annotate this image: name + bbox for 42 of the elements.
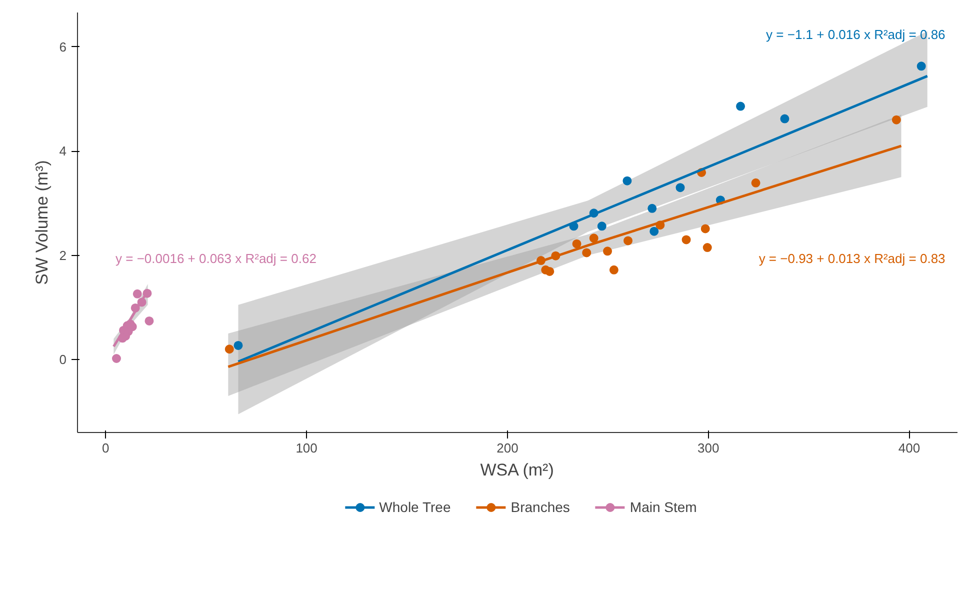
point <box>144 316 154 326</box>
point <box>224 344 234 354</box>
point <box>622 176 632 186</box>
legend-label: Whole Tree <box>379 499 451 515</box>
point <box>624 236 632 246</box>
point <box>702 243 712 252</box>
annotation: y = −1.1 + 0.016 x R²adj = 0.86 <box>766 27 946 42</box>
point <box>736 102 746 111</box>
point <box>751 178 760 188</box>
x-tick-label: 0 <box>102 440 110 456</box>
y-tick-label: 0 <box>59 352 67 368</box>
point <box>700 224 710 234</box>
point <box>132 289 142 298</box>
point <box>582 248 592 258</box>
point <box>650 226 659 236</box>
x-tick-label: 100 <box>296 440 318 456</box>
point <box>676 183 685 192</box>
point <box>597 222 606 231</box>
point <box>892 115 901 124</box>
y-tick-label: 4 <box>59 144 67 159</box>
y-tick-label: 6 <box>59 39 67 54</box>
x-axis-title: WSA (m²) <box>480 460 554 480</box>
x-tick-label: 200 <box>496 440 518 456</box>
x-tick-label: 400 <box>898 440 920 456</box>
point <box>572 239 582 248</box>
point <box>112 354 121 363</box>
y-tick-label: 2 <box>59 248 67 263</box>
annotation: y = −0.0016 + 0.063 x R²adj = 0.62 <box>116 251 316 266</box>
point <box>589 234 598 243</box>
point <box>780 114 790 124</box>
point <box>609 265 618 274</box>
annotation: y = −0.93 + 0.013 x R²adj = 0.83 <box>758 251 946 266</box>
point <box>234 340 243 350</box>
legend-label: Main Stem <box>630 499 697 515</box>
point <box>648 204 657 213</box>
legend-label: Branches <box>510 499 570 515</box>
point <box>603 246 612 256</box>
point <box>916 62 926 71</box>
x-tick-label: 300 <box>698 440 720 456</box>
point <box>545 266 554 276</box>
y-axis-title: SW Volume (m³) <box>32 160 52 285</box>
point <box>682 235 691 244</box>
